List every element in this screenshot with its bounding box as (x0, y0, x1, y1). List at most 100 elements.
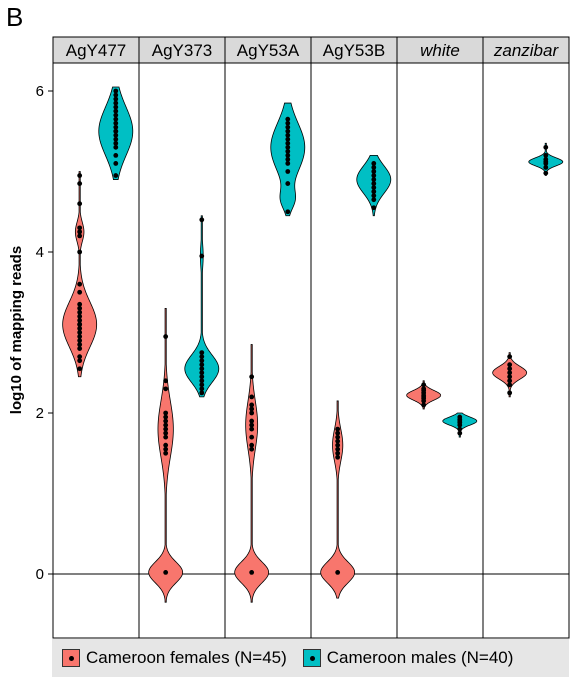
data-point (371, 185, 377, 191)
data-point (457, 414, 463, 420)
data-point (113, 104, 119, 110)
data-point (249, 446, 255, 452)
data-point (285, 144, 291, 150)
data-point (507, 362, 513, 368)
data-point (77, 346, 83, 351)
data-point (163, 569, 169, 575)
violin-plot: log10 of mapping reads AgY477 AgY373 AgY53… (8, 36, 570, 639)
data-point (113, 132, 119, 138)
data-point (371, 169, 377, 174)
y-tick-label: 2 (36, 405, 44, 422)
data-point (77, 366, 83, 372)
y-tick-label: 6 (36, 83, 44, 100)
data-point (199, 386, 205, 392)
data-point (77, 338, 83, 343)
data-point (285, 132, 291, 138)
strip-label-agy373: AgY373 (152, 41, 213, 60)
data-point (113, 144, 119, 150)
data-point (249, 426, 255, 432)
data-point (371, 193, 377, 199)
data-point (249, 422, 255, 428)
data-point (77, 330, 83, 335)
data-point (77, 301, 83, 307)
data-point (163, 450, 169, 456)
data-point (77, 318, 83, 323)
legend-swatch-female (62, 649, 80, 667)
data-point (113, 108, 119, 114)
data-point (507, 378, 513, 384)
data-point (113, 92, 119, 98)
legend-item-male: Cameroon males (N=40) (302, 648, 514, 668)
data-point (249, 394, 255, 400)
data-point (77, 281, 83, 287)
data-point (113, 100, 119, 106)
data-point (77, 334, 83, 339)
data-point (285, 169, 291, 174)
data-point (371, 197, 377, 203)
violin-female-agy53a (234, 344, 270, 603)
data-point (113, 173, 119, 178)
data-point (163, 410, 169, 416)
data-point (371, 181, 377, 186)
data-point (249, 434, 255, 440)
data-point (163, 426, 169, 432)
data-point (199, 362, 205, 368)
data-point (113, 116, 119, 122)
data-point (457, 430, 463, 436)
data-point (285, 116, 291, 122)
legend-label-male: Cameroon males (N=40) (326, 648, 514, 667)
data-point (199, 382, 205, 388)
y-axis: 0 2 4 6 (36, 83, 53, 583)
data-point (199, 354, 205, 360)
strip-label-zanzibar: zanzibar (493, 41, 560, 60)
y-tick-label: 0 (36, 566, 44, 583)
y-axis-label: log10 of mapping reads (8, 246, 25, 414)
data-point (199, 390, 205, 396)
data-point (507, 366, 513, 372)
data-point (543, 170, 549, 176)
data-point (77, 233, 83, 239)
data-point (199, 378, 205, 384)
data-point (249, 410, 255, 416)
data-point (113, 140, 119, 146)
data-point (543, 157, 549, 162)
data-point (249, 442, 255, 448)
data-point (163, 414, 169, 420)
legend-label-female: Cameroon females (N=45) (86, 648, 287, 667)
plot-frame (52, 37, 570, 639)
data-point (285, 120, 291, 126)
data-point (371, 173, 377, 178)
data-point (77, 342, 83, 347)
data-point (77, 314, 83, 319)
data-point (285, 161, 291, 166)
data-point (285, 124, 291, 130)
data-point (113, 120, 119, 126)
data-point (113, 153, 119, 158)
data-point (163, 446, 169, 452)
data-point (249, 402, 255, 408)
violin-female-agy477 (62, 171, 98, 378)
data-point (371, 205, 377, 211)
data-point (335, 426, 341, 432)
data-point (543, 153, 549, 158)
data-point (421, 386, 427, 392)
data-point (335, 442, 341, 448)
data-point (199, 253, 205, 259)
data-point (163, 418, 169, 424)
legend-item-female: Cameroon females (N=45) (62, 648, 287, 668)
data-point (335, 454, 341, 460)
data-point (113, 161, 119, 166)
data-point (285, 153, 291, 158)
strip-label-agy53a: AgY53A (237, 41, 300, 60)
data-point (77, 358, 83, 364)
data-point (507, 390, 513, 396)
data-point (285, 181, 291, 186)
data-point (77, 305, 83, 311)
data-point (163, 422, 169, 428)
data-point (199, 374, 205, 380)
data-point (163, 386, 169, 392)
data-point (113, 88, 119, 94)
data-point (543, 144, 549, 150)
data-point (421, 402, 427, 408)
data-point (113, 112, 119, 118)
